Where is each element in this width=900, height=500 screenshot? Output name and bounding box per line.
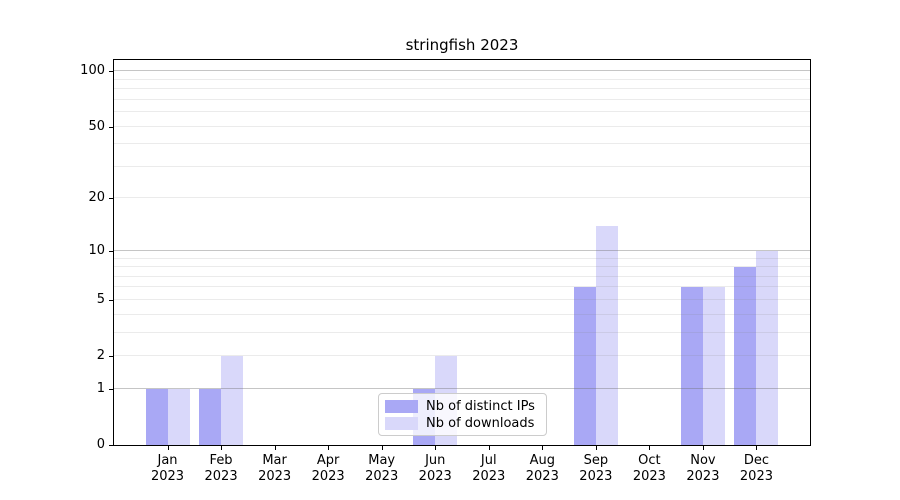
y-axis-tick <box>109 71 113 73</box>
bar-distinct-ips-nov <box>680 287 703 445</box>
gridline-minor <box>114 165 810 167</box>
x-axis-tick <box>381 446 383 450</box>
x-axis-label: Oct 2023 <box>632 453 666 484</box>
gridline-minor <box>114 88 810 90</box>
gridline-major <box>114 70 810 72</box>
gridline-minor <box>114 98 810 100</box>
x-axis-tick <box>488 446 490 450</box>
gridline-minor <box>114 257 810 259</box>
x-axis-tick <box>649 446 651 450</box>
legend-label-downloads: Nb of downloads <box>426 416 535 431</box>
legend-swatch-distinct-ips <box>385 400 418 413</box>
gridline-minor <box>114 275 810 277</box>
x-axis-label: Dec 2023 <box>739 453 773 484</box>
x-axis-label: Aug 2023 <box>525 453 559 484</box>
y-axis-tick <box>109 299 113 301</box>
gridline-minor <box>114 143 810 145</box>
bar-downloads-dec <box>756 250 779 445</box>
x-axis-label: May 2023 <box>365 453 399 484</box>
x-axis-tick <box>435 446 437 450</box>
y-axis-tick <box>109 126 113 128</box>
chart-title: stringfish 2023 <box>405 36 519 54</box>
x-axis-label: Nov 2023 <box>686 453 720 484</box>
gridline-minor <box>114 266 810 268</box>
y-axis-label: 0 <box>96 437 105 452</box>
y-axis-label: 10 <box>88 242 105 258</box>
y-axis-label: 100 <box>80 63 105 79</box>
x-axis-tick <box>274 446 276 450</box>
legend: Nb of distinct IPs Nb of downloads <box>378 393 547 436</box>
y-axis-label: 50 <box>88 118 105 134</box>
gridline-minor <box>114 78 810 80</box>
gridline-minor <box>114 111 810 113</box>
bar-distinct-ips-sep <box>573 287 596 445</box>
x-axis-tick <box>756 446 758 450</box>
x-axis-label: Sep 2023 <box>579 453 613 484</box>
legend-label-distinct-ips: Nb of distinct IPs <box>426 399 535 414</box>
y-axis-tick <box>109 198 113 200</box>
bar-distinct-ips-dec <box>734 267 757 445</box>
x-axis-label: Jun 2023 <box>418 453 452 484</box>
gridline-minor <box>114 197 810 199</box>
y-axis-label: 1 <box>96 380 105 396</box>
y-axis-label: 5 <box>96 291 105 307</box>
legend-swatch-downloads <box>385 417 418 430</box>
y-axis-tick <box>109 445 113 446</box>
legend-item-distinct-ips: Nb of distinct IPs <box>385 399 538 414</box>
bar-distinct-ips-jan <box>145 388 168 445</box>
y-axis-label: 20 <box>88 190 105 206</box>
x-axis-label: Apr 2023 <box>311 453 345 484</box>
x-axis-tick <box>221 446 223 450</box>
y-axis-tick <box>109 250 113 252</box>
bar-downloads-sep <box>595 225 618 445</box>
x-axis-label: Jul 2023 <box>472 453 506 484</box>
bar-distinct-ips-feb <box>199 388 222 445</box>
x-axis-tick <box>328 446 330 450</box>
y-axis-tick <box>109 356 113 358</box>
x-axis-label: Jan 2023 <box>150 453 185 484</box>
x-axis-label: Mar 2023 <box>258 453 292 484</box>
legend-item-downloads: Nb of downloads <box>385 416 538 431</box>
bar-downloads-nov <box>702 287 725 445</box>
y-axis-label: 2 <box>96 348 105 364</box>
plot-area <box>113 59 811 446</box>
x-axis-tick <box>702 446 704 450</box>
plot-canvas <box>114 60 810 445</box>
gridline-minor <box>114 125 810 127</box>
gridline-major <box>114 249 810 251</box>
x-axis-tick <box>595 446 597 450</box>
x-axis-label: Feb 2023 <box>204 453 238 484</box>
x-axis-tick <box>542 446 544 450</box>
bar-downloads-jan <box>167 388 190 445</box>
y-axis-tick <box>109 388 113 390</box>
bar-downloads-feb <box>221 356 244 445</box>
x-axis-tick <box>167 446 169 450</box>
